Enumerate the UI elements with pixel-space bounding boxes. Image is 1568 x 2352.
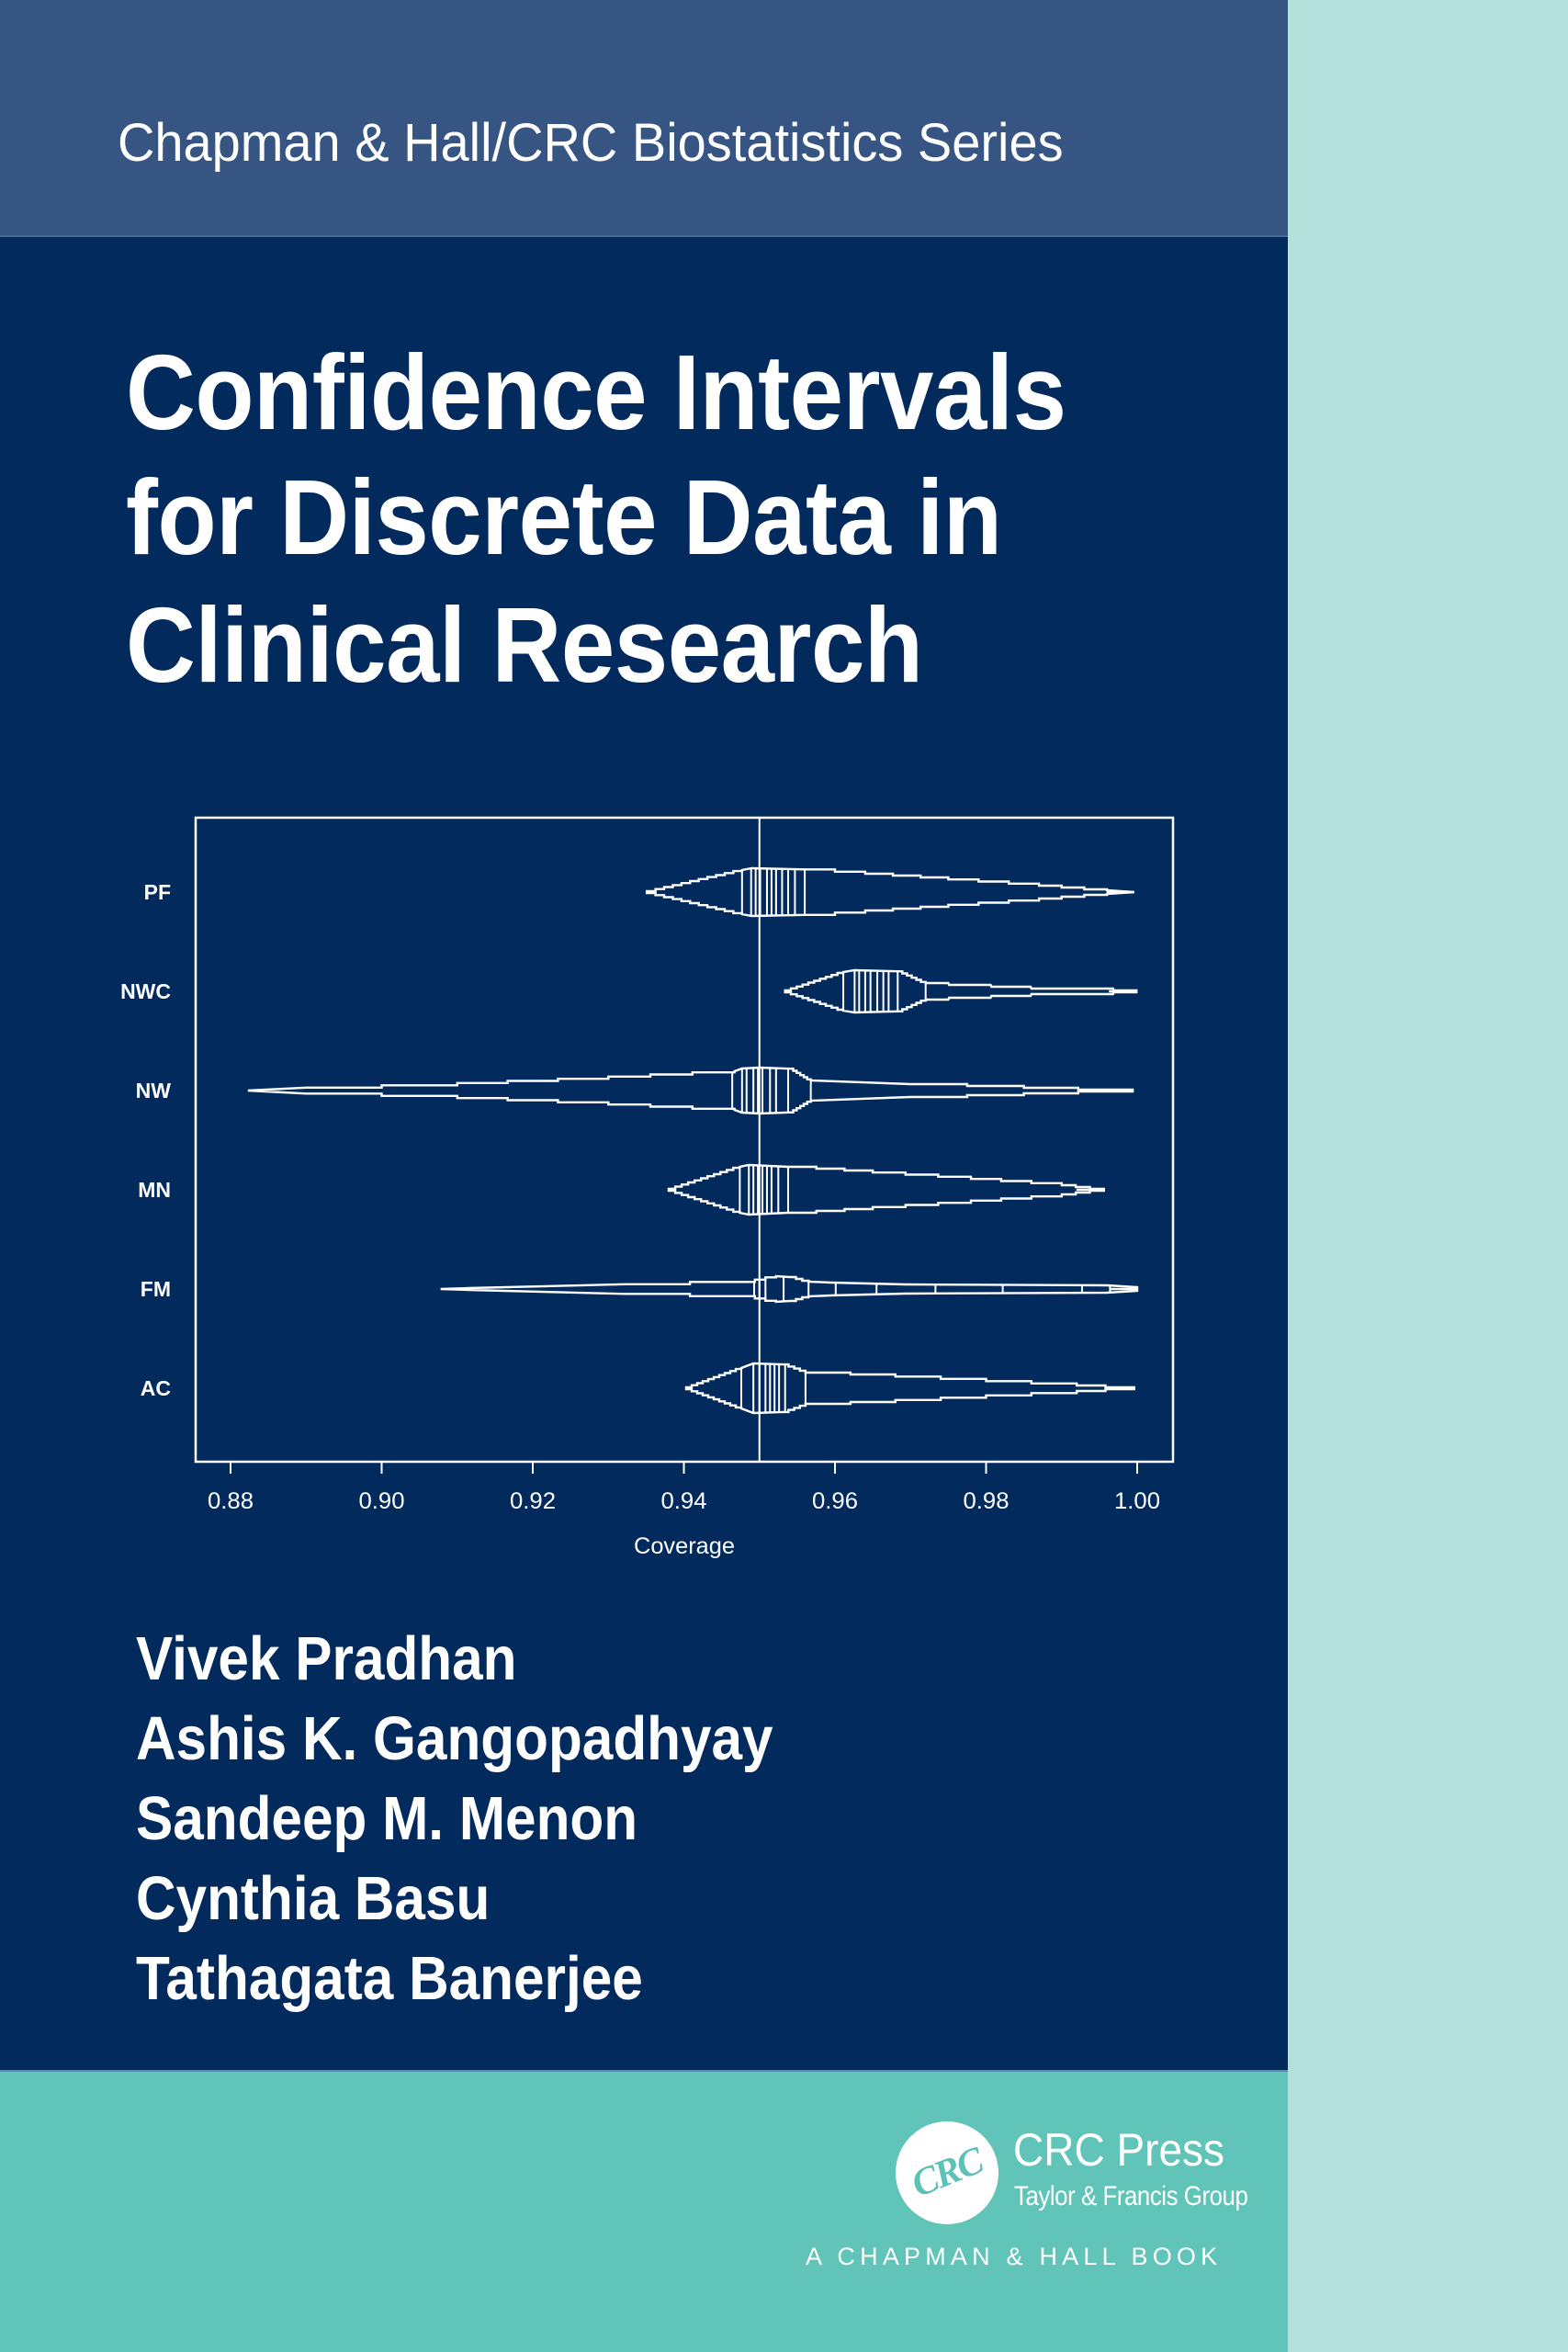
violin-fm <box>440 1274 1139 1304</box>
violin-shapes <box>247 866 1139 1415</box>
book-title-line-1: Confidence Intervals <box>126 333 1066 452</box>
x-tick-label: 1.00 <box>1114 1488 1160 1514</box>
x-tick-label: 0.98 <box>964 1488 1010 1514</box>
category-label-pf: PF <box>144 880 171 904</box>
plot-frame <box>194 816 1175 1464</box>
x-tick-label: 0.92 <box>510 1488 556 1514</box>
x-axis-ticks: 0.88 0.90 0.92 0.94 0.96 0.98 1.00 <box>208 1462 1160 1514</box>
category-label-nw: NW <box>136 1079 172 1102</box>
x-axis-title: Coverage <box>634 1533 735 1559</box>
x-tick-label: 0.96 <box>812 1488 858 1514</box>
violin-nwc <box>784 968 1138 1014</box>
violin-ac <box>684 1362 1135 1415</box>
author-4: Cynthia Basu <box>136 1864 491 1933</box>
author-3: Sandeep M. Menon <box>136 1784 638 1853</box>
coverage-violin-chart: PF NWC NW MN FM AC 0.88 0.90 0.92 0.94 0.96 0.98 1.… <box>120 816 1175 1559</box>
x-tick-label: 0.90 <box>359 1488 405 1514</box>
category-label-fm: FM <box>141 1277 171 1301</box>
book-title-line-3: Clinical Research <box>126 585 923 705</box>
main-panel <box>0 237 1288 2070</box>
author-2: Ashis K. Gangopadhyay <box>136 1704 773 1773</box>
imprint-line: A CHAPMAN & HALL BOOK <box>806 2243 1223 2270</box>
category-axis-labels: PF NWC NW MN FM AC <box>120 880 171 1400</box>
publisher-name: CRC Press <box>1013 2124 1225 2176</box>
series-band <box>0 0 1288 237</box>
right-spine-strip <box>1288 0 1568 2352</box>
category-label-mn: MN <box>138 1178 171 1202</box>
crc-logo-icon: CRC <box>896 2121 998 2224</box>
violin-pf <box>646 866 1134 918</box>
author-1: Vivek Pradhan <box>136 1624 517 1693</box>
series-name: Chapman & Hall/CRC Biostatistics Series <box>118 113 1064 173</box>
publisher-group: Taylor & Francis Group <box>1014 2181 1248 2211</box>
book-title-line-2: for Discrete Data in <box>126 458 1002 577</box>
category-label-nwc: NWC <box>120 979 171 1003</box>
violin-mn <box>667 1163 1106 1216</box>
x-tick-label: 0.88 <box>208 1488 254 1514</box>
category-label-ac: AC <box>141 1376 171 1400</box>
publisher-band <box>0 2070 1288 2352</box>
author-5: Tathagata Banerjee <box>136 1944 643 2013</box>
x-tick-label: 0.94 <box>661 1488 707 1514</box>
violin-nw <box>247 1066 1134 1115</box>
